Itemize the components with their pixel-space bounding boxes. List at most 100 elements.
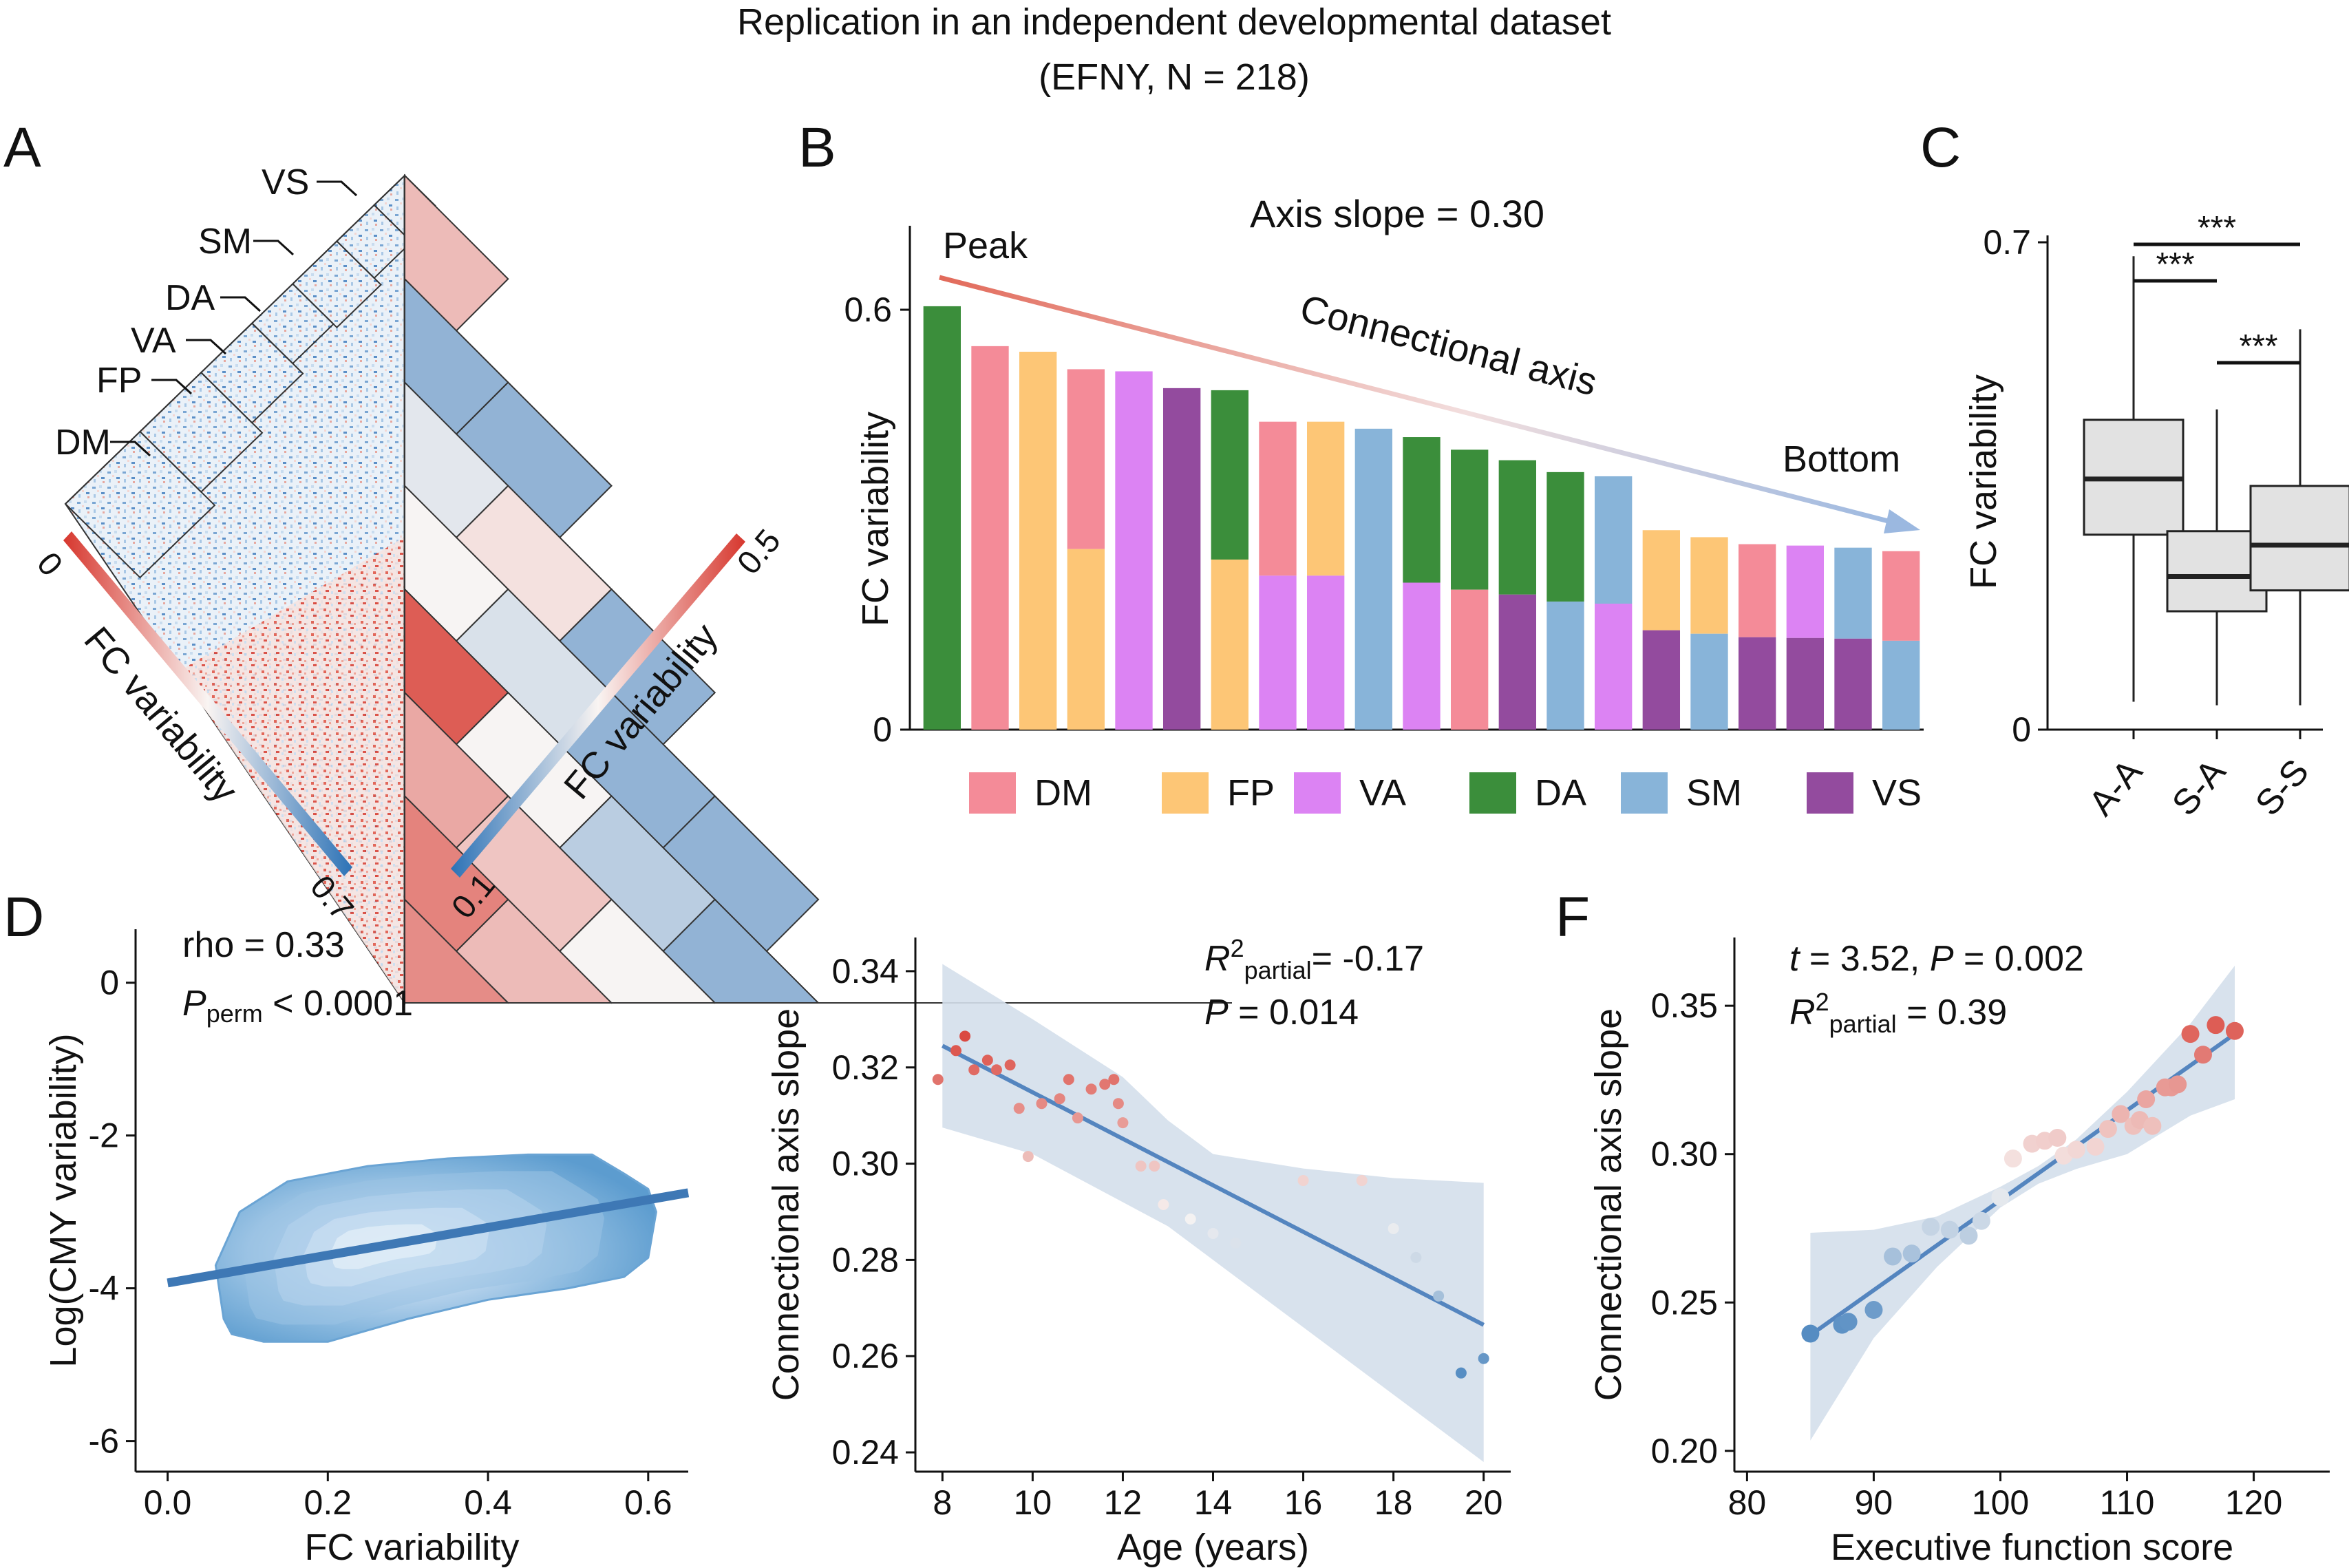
legend-label-da: DA [1535,772,1586,814]
p-annotation: P = 0.014 [1204,993,1359,1032]
scatter-point [1478,1353,1489,1364]
connectional-axis-arrow [939,275,1897,526]
scatter-point [1959,1227,1978,1245]
f-r2-r: R [1789,993,1816,1032]
panel-letter-c: C [1920,116,1961,179]
r2-r: R [1204,939,1231,979]
network-label-leader [317,180,358,197]
scatter-point [2112,1105,2130,1123]
y-tick-label: 0 [100,964,119,1002]
bar-bottom-va [1115,371,1153,730]
y-tick-label: 0.7 [1983,223,2031,262]
y-axis-label: Connectional axis slope [1588,1008,1629,1401]
panel-letter-a: A [3,116,41,179]
r2-value: = -0.17 [1312,939,1424,979]
p-perm-p: P [182,984,206,1024]
x-axis-label: FC variability [304,1527,519,1568]
network-matrix [403,173,1232,1005]
y-tick-label: 0.25 [1651,1283,1718,1322]
scatter-point [2098,1120,2117,1138]
y-tick-label: 0.35 [1651,986,1718,1025]
f-p-value: = 0.002 [1954,939,2084,979]
arrow-label-peak: Peak [943,225,1028,266]
bar-top-dm [1067,369,1105,549]
bar-top-sm [1834,547,1872,639]
scatter-point [1801,1324,1820,1343]
bar-series [923,306,1920,730]
bar-bottom-va [1594,604,1633,730]
left-colorbar-min: 0 [30,546,70,584]
x-tick-label: 18 [1374,1483,1413,1522]
fit-line [167,1188,690,1288]
scatter-point [1117,1117,1129,1129]
y-tick-label: 0.34 [832,952,899,990]
right-colorbar-bar [451,533,745,878]
scatter-point [1112,1098,1124,1110]
fit-line [941,1043,1485,1327]
scatter-point [2225,1021,2244,1040]
f-r2-value: = 0.39 [1897,993,2007,1032]
bar-top-va [1786,545,1825,638]
y-tick-label: 0 [873,710,892,749]
y-tick-label: 0.26 [832,1337,899,1375]
x-tick-label: 14 [1194,1483,1233,1522]
scatter-point [1054,1093,1065,1105]
bar-bottom-vs [1642,630,1681,730]
y-tick-label: -6 [89,1422,119,1461]
p-value: = 0.014 [1229,993,1359,1032]
network-label-sm: SM [198,222,252,262]
scatter-point [1922,1218,1940,1236]
bar-top-da [1498,460,1537,595]
scatter-point [1184,1213,1196,1225]
r2-sup: 2 [1231,934,1244,962]
scatter-point [2143,1116,2162,1135]
significance-stars: *** [2239,328,2277,365]
network-label-leader [253,240,295,256]
t-label: t [1789,939,1801,979]
significance-stars: *** [2156,246,2194,283]
network-label-vs: VS [262,162,309,202]
bar-bottom-fp [1211,559,1249,730]
scatter-point [2003,1149,2022,1168]
scatter-point [1108,1074,1120,1085]
x-tick-label: 100 [1972,1483,2029,1522]
x-tick-label: 10 [1014,1483,1052,1522]
bar-bottom-vs [1834,638,1872,730]
panel-letter-b: B [798,116,836,179]
y-axis-label: Log(CMY variability) [43,1033,84,1367]
y-axis-label: Connectional axis slope [765,1008,807,1401]
r2-sub: partial [1244,956,1312,984]
bar-bottom-dm [1450,589,1489,730]
x-tick-label: 0.2 [304,1483,352,1522]
scatter-point [1099,1079,1111,1090]
legend: DM FP VA DA SM VS [969,772,1922,814]
bar-top-dm [1882,551,1920,641]
y-tick-label: 0.24 [832,1433,899,1472]
y-tick-label: 0 [2012,710,2031,749]
scatter-point [1388,1222,1399,1234]
network-block-outline [64,430,216,579]
scatter-point [1149,1161,1160,1172]
bar-top-fp [1690,537,1728,634]
left-colorbar-bar [63,531,352,876]
scatter-point [981,1055,993,1066]
scatter-point [1972,1211,1990,1230]
scatter-point [1063,1074,1074,1085]
bar-bottom-vs [1738,637,1776,730]
scatter-point [1072,1112,1083,1124]
scatter-point [932,1074,944,1085]
y-tick-label: 0.20 [1651,1432,1718,1470]
network-label-leader [186,339,227,355]
scatter-point [1433,1290,1445,1302]
rho-annotation: rho = 0.33 [182,925,345,965]
scatter-point [2048,1129,2067,1147]
bar-top-dm [1738,544,1776,637]
arrow-head [1884,509,1920,533]
panel-letter-d: D [3,886,44,949]
f-r2-annotation: R2partial = 0.39 [1789,988,2007,1038]
legend-swatch-da [1469,772,1516,814]
scatter-point [2169,1075,2187,1094]
bar-bottom-dm [971,346,1009,730]
